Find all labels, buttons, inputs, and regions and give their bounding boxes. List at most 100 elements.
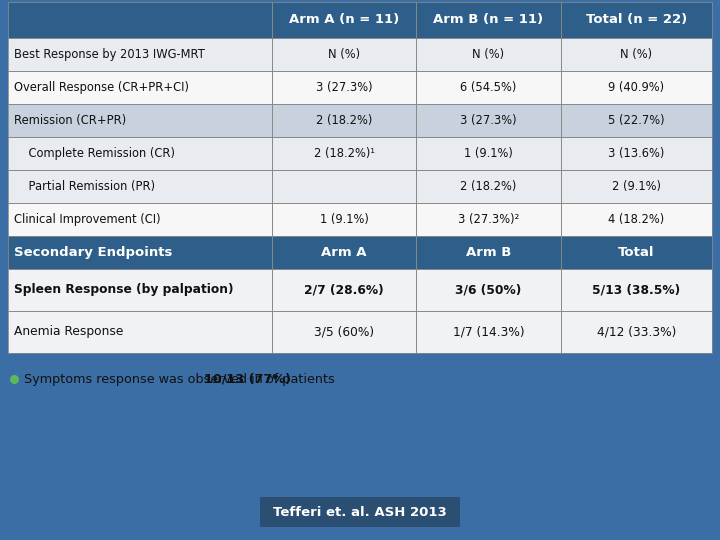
Bar — [416, 137, 561, 170]
Bar — [8, 38, 272, 71]
Bar — [272, 203, 416, 236]
Text: Anemia Response: Anemia Response — [14, 326, 123, 339]
Bar — [416, 311, 561, 353]
Text: 3 (27.3%): 3 (27.3%) — [460, 114, 517, 127]
Text: 5 (22.7%): 5 (22.7%) — [608, 114, 665, 127]
Text: 3 (27.3%): 3 (27.3%) — [316, 81, 372, 94]
Text: 3 (27.3%)²: 3 (27.3%)² — [458, 213, 519, 226]
Text: N (%): N (%) — [328, 48, 360, 61]
Bar — [561, 170, 712, 203]
Bar — [561, 71, 712, 104]
Bar — [561, 104, 712, 137]
Bar — [272, 38, 416, 71]
Bar — [416, 236, 561, 269]
Bar — [561, 104, 712, 137]
Text: of patients: of patients — [263, 373, 336, 386]
Bar — [416, 203, 561, 236]
Bar — [8, 311, 272, 353]
Bar — [8, 137, 272, 170]
Bar — [561, 2, 712, 38]
Text: 2 (18.2%): 2 (18.2%) — [460, 180, 517, 193]
Bar — [8, 2, 272, 38]
Bar — [561, 269, 712, 311]
Bar — [416, 71, 561, 104]
Bar — [260, 497, 460, 527]
Text: 3 (13.6%): 3 (13.6%) — [608, 147, 665, 160]
Bar — [561, 38, 712, 71]
Bar — [561, 71, 712, 104]
Text: Arm B: Arm B — [466, 246, 511, 259]
Bar — [0, 393, 720, 540]
Bar — [416, 170, 561, 203]
Text: Remission (CR+PR): Remission (CR+PR) — [14, 114, 126, 127]
Bar — [272, 311, 416, 353]
Bar — [272, 311, 416, 353]
Text: Arm A (n = 11): Arm A (n = 11) — [289, 14, 400, 26]
Text: 1 (9.1%): 1 (9.1%) — [464, 147, 513, 160]
Text: Symptoms response was observed in: Symptoms response was observed in — [24, 373, 266, 386]
Text: 10/13 (77%): 10/13 (77%) — [204, 373, 291, 386]
Bar — [272, 104, 416, 137]
Bar — [272, 236, 416, 269]
Text: 2 (18.2%)¹: 2 (18.2%)¹ — [314, 147, 374, 160]
Text: 9 (40.9%): 9 (40.9%) — [608, 81, 665, 94]
Text: 5/13 (38.5%): 5/13 (38.5%) — [593, 284, 680, 296]
Bar — [8, 71, 272, 104]
Bar — [8, 2, 272, 38]
Bar — [416, 137, 561, 170]
Bar — [272, 38, 416, 71]
Bar — [272, 170, 416, 203]
Bar — [416, 104, 561, 137]
Text: 3/5 (60%): 3/5 (60%) — [314, 326, 374, 339]
Bar — [561, 203, 712, 236]
Bar — [561, 38, 712, 71]
Bar — [416, 311, 561, 353]
Bar — [416, 71, 561, 104]
Text: Overall Response (CR+PR+CI): Overall Response (CR+PR+CI) — [14, 81, 189, 94]
Text: N (%): N (%) — [472, 48, 505, 61]
Text: 2/7 (28.6%): 2/7 (28.6%) — [305, 284, 384, 296]
Bar — [272, 269, 416, 311]
Bar — [416, 104, 561, 137]
Text: 4/12 (33.3%): 4/12 (33.3%) — [597, 326, 676, 339]
Bar — [416, 38, 561, 71]
Bar — [416, 236, 561, 269]
Bar — [8, 203, 272, 236]
Bar — [8, 236, 272, 269]
Text: 3/6 (50%): 3/6 (50%) — [455, 284, 521, 296]
Bar — [561, 236, 712, 269]
Bar — [272, 104, 416, 137]
Bar — [8, 170, 272, 203]
Text: 6 (54.5%): 6 (54.5%) — [460, 81, 517, 94]
Bar — [272, 71, 416, 104]
Text: Tefferi et. al. ASH 2013: Tefferi et. al. ASH 2013 — [273, 505, 447, 518]
Bar — [272, 269, 416, 311]
Text: Arm A: Arm A — [321, 246, 367, 259]
Bar — [8, 311, 272, 353]
Bar — [416, 2, 561, 38]
Bar — [8, 269, 272, 311]
Bar — [8, 236, 272, 269]
Bar — [561, 311, 712, 353]
Bar — [272, 137, 416, 170]
Text: Secondary Endpoints: Secondary Endpoints — [14, 246, 172, 259]
Bar — [561, 137, 712, 170]
Bar — [561, 269, 712, 311]
Text: Arm B (n = 11): Arm B (n = 11) — [433, 14, 544, 26]
Bar — [8, 203, 272, 236]
Bar — [272, 170, 416, 203]
Bar — [416, 269, 561, 311]
Bar — [8, 104, 272, 137]
Bar — [416, 170, 561, 203]
Bar — [8, 269, 272, 311]
Bar — [8, 137, 272, 170]
Text: 2 (18.2%): 2 (18.2%) — [316, 114, 372, 127]
Text: N (%): N (%) — [620, 48, 652, 61]
Bar — [561, 236, 712, 269]
Bar — [272, 236, 416, 269]
Text: 2 (9.1%): 2 (9.1%) — [612, 180, 661, 193]
Text: 4 (18.2%): 4 (18.2%) — [608, 213, 665, 226]
Bar — [8, 104, 272, 137]
Text: Complete Remission (CR): Complete Remission (CR) — [14, 147, 175, 160]
Bar — [561, 203, 712, 236]
